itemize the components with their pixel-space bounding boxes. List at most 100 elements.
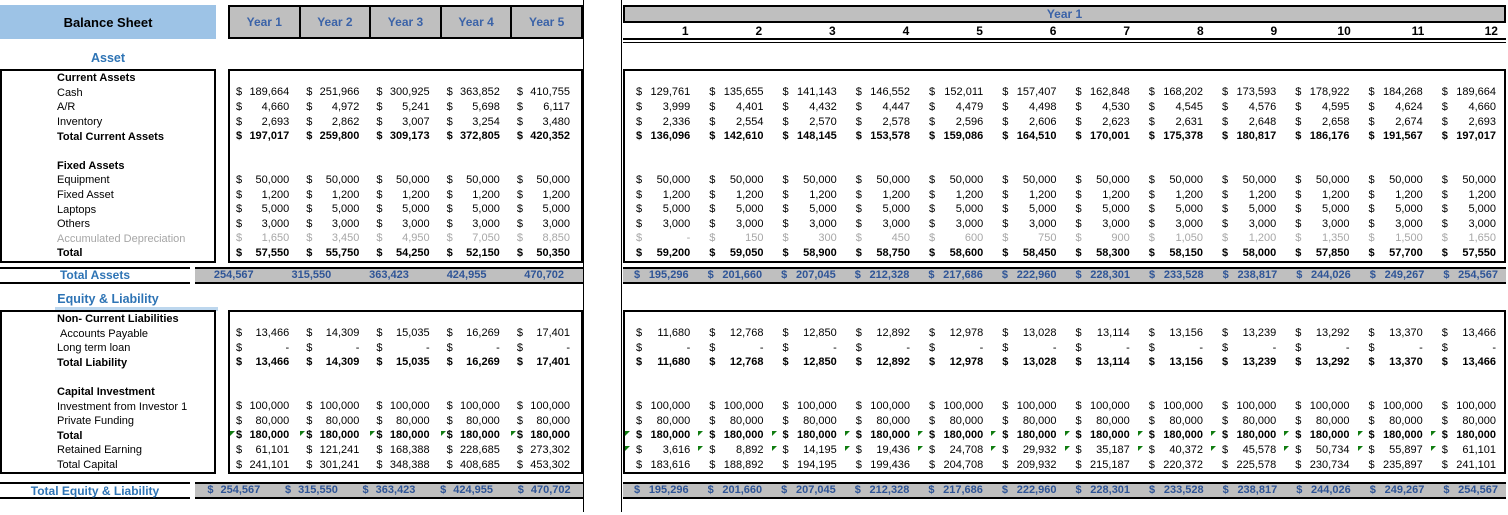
monthly-cell[interactable]: $40,372	[1137, 444, 1211, 456]
annual-cell[interactable]: $100,000	[230, 401, 300, 412]
monthly-cell[interactable]: $146,552	[845, 87, 918, 98]
monthly-cell[interactable]: $5,000	[698, 204, 771, 215]
annual-cell[interactable]: $ -	[511, 342, 581, 354]
monthly-total-cell[interactable]: $228,301	[1064, 269, 1138, 282]
annual-cell[interactable]: $121,241	[300, 444, 370, 456]
monthly-cell[interactable]: $5,000	[845, 204, 918, 215]
total-row-label[interactable]: Total Equity & Liability	[0, 482, 190, 500]
monthly-cell[interactable]: $180,000	[1137, 430, 1211, 441]
annual-cell[interactable]: $ -	[441, 342, 511, 354]
annual-cell[interactable]: $50,000	[370, 174, 440, 186]
row-label[interactable]	[2, 370, 214, 385]
annual-cell[interactable]: $ -	[300, 342, 370, 354]
annual-cell[interactable]: $5,000	[441, 204, 511, 215]
monthly-cell[interactable]: $3,000	[698, 218, 771, 230]
monthly-cell[interactable]: $2,578	[845, 116, 918, 128]
row-label[interactable]: A/R	[57, 101, 76, 114]
monthly-total-cell[interactable]: $222,960	[991, 269, 1065, 282]
monthly-cell[interactable]: $1,200	[1211, 233, 1284, 244]
row-label[interactable]: Others	[57, 218, 91, 231]
row-label[interactable]: Investment from Investor 1	[57, 400, 188, 413]
monthly-cell[interactable]: $1,350	[1284, 233, 1357, 244]
monthly-cell[interactable]: $100,000	[698, 401, 771, 412]
monthly-cell[interactable]: $209,932	[991, 459, 1064, 471]
monthly-cell[interactable]: $100,000	[1358, 401, 1431, 412]
month-header-cell[interactable]: 2	[755, 23, 763, 38]
row-label[interactable]: Private Funding	[57, 415, 135, 428]
annual-cell[interactable]: $180,000	[300, 430, 370, 441]
annual-cell[interactable]: $5,000	[370, 204, 440, 215]
monthly-cell[interactable]: $100,000	[772, 401, 845, 412]
annual-cell[interactable]: $8,850	[511, 233, 581, 244]
annual-cell[interactable]: $273,302	[511, 444, 581, 456]
monthly-cell[interactable]: $58,600	[918, 247, 991, 259]
monthly-cell[interactable]: $50,000	[698, 174, 771, 186]
month-header-cell[interactable]: 6	[1049, 23, 1057, 38]
monthly-cell[interactable]: $215,187	[1065, 459, 1138, 471]
annual-cell[interactable]: $1,650	[230, 233, 300, 244]
monthly-cell[interactable]: $100,000	[1431, 401, 1504, 412]
monthly-cell[interactable]: $2,658	[1284, 116, 1357, 128]
annual-cell[interactable]: $4,950	[370, 233, 440, 244]
monthly-cell[interactable]: $80,000	[845, 415, 918, 427]
annual-cell[interactable]: $54,250	[370, 247, 440, 259]
monthly-cell[interactable]: $14,195	[771, 444, 845, 456]
monthly-cell[interactable]: $180,000	[1430, 430, 1504, 441]
annual-cell[interactable]: $15,035	[370, 328, 440, 339]
monthly-cell[interactable]: $35,187	[1064, 444, 1138, 456]
monthly-cell[interactable]: $50,000	[1065, 174, 1138, 186]
monthly-total-cell[interactable]: $195,296	[623, 484, 697, 497]
annual-cell[interactable]: $3,000	[230, 218, 300, 230]
monthly-total-cell[interactable]: $201,660	[697, 269, 771, 282]
monthly-cell[interactable]: $188,892	[698, 459, 771, 471]
row-label[interactable]: Equipment	[57, 174, 110, 187]
row-label[interactable]: Total Capital	[57, 459, 118, 472]
monthly-total-cell[interactable]: $238,817	[1212, 484, 1286, 497]
monthly-cell[interactable]: $194,195	[772, 459, 845, 471]
monthly-cell[interactable]: $136,096	[625, 131, 698, 142]
row-label[interactable]: Inventory	[57, 116, 103, 129]
annual-cell[interactable]: $4,972	[300, 101, 370, 113]
monthly-cell[interactable]: $2,631	[1138, 116, 1211, 128]
year-header-cell[interactable]: Year 4	[442, 7, 513, 37]
monthly-cell[interactable]: $2,693	[1431, 116, 1504, 128]
monthly-cell[interactable]: $5,000	[1431, 204, 1504, 215]
annual-cell[interactable]: $168,388	[370, 444, 440, 456]
annual-cell[interactable]: $3,000	[370, 218, 440, 230]
monthly-cell[interactable]: $80,000	[698, 415, 771, 427]
annual-cell[interactable]: $453,302	[511, 459, 581, 471]
monthly-cell[interactable]: $13,028	[991, 357, 1064, 368]
monthly-cell[interactable]: $24,708	[918, 444, 991, 456]
monthly-cell[interactable]: $55,897	[1357, 444, 1431, 456]
row-label[interactable]: Total Current Assets	[57, 130, 164, 143]
row-label[interactable]: Fixed Asset	[57, 189, 114, 202]
monthly-cell[interactable]: $4,432	[772, 101, 845, 113]
annual-cell[interactable]: $17,401	[511, 357, 581, 368]
annual-cell[interactable]: $100,000	[441, 401, 511, 412]
monthly-cell[interactable]: $ -	[845, 342, 918, 354]
monthly-cell[interactable]: $4,576	[1211, 101, 1284, 113]
monthly-cell[interactable]: $ -	[1431, 342, 1504, 354]
month-header-cell[interactable]: 9	[1270, 23, 1278, 38]
monthly-cell[interactable]: $ -	[1284, 342, 1357, 354]
monthly-cell[interactable]: $19,436	[844, 444, 918, 456]
annual-cell[interactable]: $55,750	[300, 247, 370, 259]
monthly-cell[interactable]: $12,850	[772, 328, 845, 339]
monthly-cell[interactable]: $58,000	[1211, 247, 1284, 259]
monthly-cell[interactable]: $45,578	[1211, 444, 1284, 456]
monthly-cell[interactable]: $180,000	[771, 430, 845, 441]
monthly-cell[interactable]: $50,000	[1211, 174, 1284, 186]
annual-cell[interactable]: $410,755	[511, 87, 581, 98]
monthly-cell[interactable]: $29,932	[991, 444, 1064, 456]
annual-cell[interactable]: $5,698	[441, 101, 511, 113]
monthly-cell[interactable]: $12,978	[918, 357, 991, 368]
row-label[interactable]: Long term loan	[57, 342, 131, 355]
monthly-cell[interactable]: $11,680	[625, 328, 698, 339]
annual-cell[interactable]: $16,269	[441, 328, 511, 339]
monthly-cell[interactable]: $12,768	[698, 357, 771, 368]
monthly-cell[interactable]: $900	[1065, 233, 1138, 244]
row-label[interactable]: Cash	[57, 86, 83, 99]
monthly-cell[interactable]: $191,567	[1358, 131, 1431, 142]
annual-cell[interactable]: $2,862	[300, 116, 370, 128]
monthly-cell[interactable]: $59,200	[625, 247, 698, 259]
